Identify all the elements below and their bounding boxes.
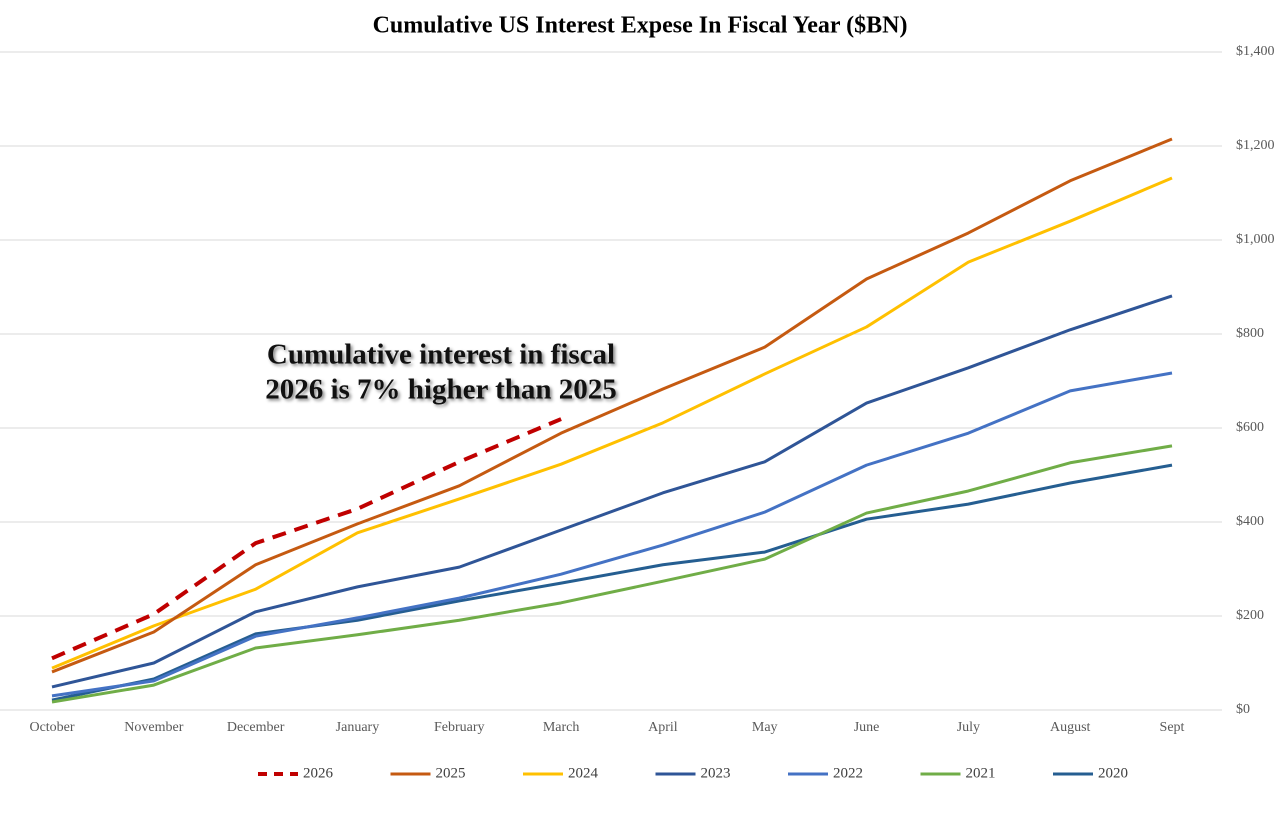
x-tick-label: February: [434, 720, 485, 735]
x-tick-label: April: [648, 720, 678, 735]
legend-label: 2026: [303, 765, 334, 781]
x-tick-label: August: [1050, 720, 1091, 735]
legend-label: 2022: [833, 765, 863, 781]
y-tick-label: $1,000: [1236, 232, 1275, 247]
y-tick-label: $1,200: [1236, 138, 1275, 153]
y-tick-label: $1,400: [1236, 44, 1275, 59]
series-line: [51, 294, 1173, 689]
legend-label: 2025: [436, 765, 466, 781]
annotation: Cumulative interest in fiscal: [267, 339, 615, 371]
series-line: [51, 176, 1173, 670]
series-line: [51, 137, 1173, 674]
x-tick-label: Sept: [1160, 720, 1185, 735]
x-tick-label: July: [957, 720, 980, 735]
legend-label: 2024: [568, 765, 599, 781]
y-tick-label: $800: [1236, 326, 1264, 341]
x-tick-label: October: [29, 720, 74, 735]
legend-label: 2020: [1098, 765, 1128, 781]
x-tick-label: January: [336, 720, 380, 735]
chart-title: Cumulative US Interest Expese In Fiscal …: [373, 13, 908, 39]
series-line: [51, 417, 562, 661]
y-tick-label: $0: [1236, 702, 1250, 717]
series-line: [51, 371, 1173, 698]
series-line: [51, 444, 1173, 704]
x-tick-label: November: [124, 720, 183, 735]
y-tick-label: $400: [1236, 514, 1264, 529]
y-tick-label: $600: [1236, 420, 1264, 435]
y-tick-label: $200: [1236, 608, 1264, 623]
x-tick-label: May: [752, 720, 778, 735]
series-line: [51, 463, 1173, 702]
x-tick-label: March: [543, 720, 580, 735]
legend-label: 2023: [701, 765, 731, 781]
annotation: 2026 is 7% higher than 2025: [265, 374, 617, 406]
x-tick-label: June: [854, 720, 880, 735]
x-tick-label: December: [227, 720, 285, 735]
legend-label: 2021: [966, 765, 996, 781]
